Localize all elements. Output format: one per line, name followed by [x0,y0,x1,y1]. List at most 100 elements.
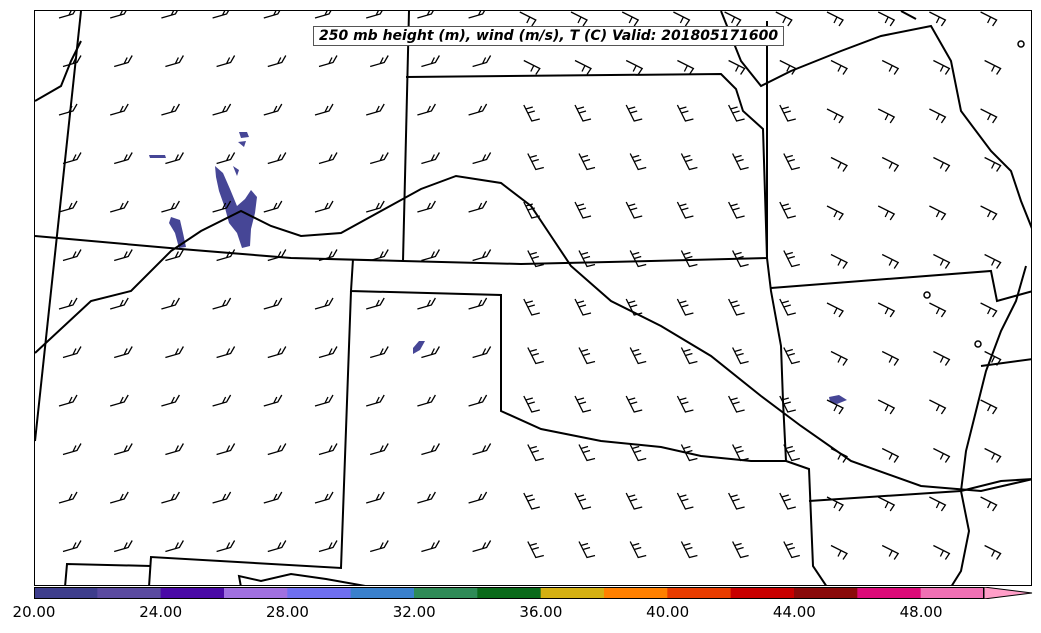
wind-barb [625,59,644,75]
wind-barb [212,297,232,310]
wind-barb [366,297,385,310]
wind-barb [263,103,283,116]
wind-barb [881,350,900,366]
wind-barb [527,347,544,365]
wind-barb [62,152,82,165]
calm-marker [923,291,931,299]
wind-barb [728,395,745,413]
wind-barb [114,443,133,456]
wind-barb [728,59,746,75]
wind-barb [263,297,283,310]
colorbar-segment [794,587,858,599]
wind-barb [468,297,488,310]
wind-barb [783,153,800,171]
colorbar-segment [350,587,415,599]
calm-markers [923,40,1025,348]
river-line [35,174,1031,493]
wind-barb [114,249,133,262]
wind-barb [267,55,287,68]
wind-barb [267,249,287,262]
wind-barb [980,108,998,124]
wind-barb [728,298,745,316]
wind-barb [779,201,796,219]
wind-barb [980,205,998,221]
wind-barb [165,346,184,359]
wind-barb [680,541,698,559]
wind-barb [318,249,338,262]
wind-barb [318,540,338,553]
wind-barb [314,491,334,504]
wind-barb [676,104,694,122]
wind-barb [114,540,133,553]
wind-barb [417,394,436,407]
colorbar-segment [920,587,985,599]
boundary-line [35,11,82,442]
wind-barb [929,399,947,415]
colorbar-segment [730,587,795,599]
colorbar-tick-label: 28.00 [265,603,309,621]
wind-barb [676,492,694,510]
wind-barb [578,541,596,559]
wind-barb [830,253,848,269]
wind-barb [574,59,592,75]
wind-barb [468,394,488,407]
wind-barb [984,544,1002,560]
wind-barb [779,298,796,316]
wind-barb [314,394,334,407]
wind-barb [929,11,947,27]
wind-barb [366,200,385,213]
wind-barb [165,55,184,68]
wind-barb [980,11,998,27]
wind-barb [161,11,178,19]
wind-barb [629,347,647,365]
wind-barb [216,443,236,456]
wind-barb [783,250,800,268]
wind-barb [779,104,796,122]
wind-barb [468,200,488,213]
wind-barb [216,152,236,165]
wind-barb [110,491,129,504]
wind-barb [366,394,385,407]
wind-barb [58,103,78,116]
wind-barb [366,491,385,504]
wind-barb [62,55,82,68]
colorbar-tick-label: 48.00 [899,603,943,621]
wind-barb [933,59,951,75]
wind-barb [267,346,287,359]
wind-barb [625,395,643,413]
colorbar-segment [477,587,542,599]
wind-barb [421,346,440,359]
wind-barb [370,249,389,262]
wind-barb [673,11,691,27]
wind-barb [165,249,184,262]
wind-barb [877,496,896,512]
colorbar-segment [97,587,162,599]
wind-barb [472,540,492,553]
colorbar-segment [287,587,352,599]
wind-barb [877,205,896,221]
wind-barb [62,249,82,262]
wind-barb [267,152,287,165]
wind-barb [574,395,592,413]
wind-barb [578,444,596,462]
colorbar-segment [540,587,605,599]
wind-barb [58,491,78,504]
wind-barb [830,59,848,75]
wind-barb [318,152,338,165]
wind-barb [421,540,440,553]
wind-barb [314,103,334,116]
wind-barb [826,11,844,27]
wind-barb [728,492,745,510]
colorbar-segment [604,587,668,599]
wind-barb [578,250,596,268]
wind-barb [680,153,698,171]
wind-barb [783,541,800,559]
colorbar-tick-label: 20.00 [12,603,56,621]
wind-barb [980,496,998,512]
wind-barb [263,394,283,407]
wind-barb [929,108,947,124]
wind-barb [62,443,82,456]
colorbar-extend-arrow [983,587,1033,599]
plot-title: 250 mb height (m), wind (m/s), T (C) Val… [313,26,785,46]
wind-barb [421,443,440,456]
